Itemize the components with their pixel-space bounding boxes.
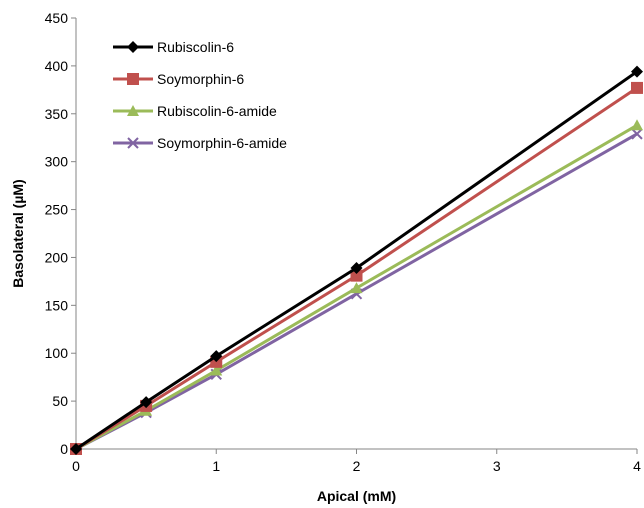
x-tick-label: 1 [212, 458, 220, 474]
legend-item: Rubiscolin-6-amide [113, 103, 277, 119]
data-point [210, 364, 223, 376]
y-tick-label: 250 [45, 202, 69, 218]
series-layer [70, 65, 643, 455]
data-point [631, 119, 643, 131]
marker-stroke [127, 137, 139, 149]
y-tick-label: 350 [45, 106, 69, 122]
legend-label: Rubiscolin-6 [157, 39, 234, 55]
x-tick-label: 4 [633, 458, 641, 474]
legend-marker [127, 73, 139, 85]
legend-label: Soymorphin-6 [157, 71, 244, 87]
series-rubiscolin-6-amide [70, 119, 643, 454]
data-point [350, 269, 363, 282]
data-point [350, 282, 363, 294]
legend-marker [127, 41, 139, 53]
legend-marker [127, 137, 139, 149]
x-tick-label: 0 [72, 458, 80, 474]
x-tick-label: 2 [353, 458, 361, 474]
y-tick-label: 300 [45, 154, 69, 170]
series-line [75, 70, 638, 451]
y-tick-label: 400 [45, 58, 69, 74]
y-axis-title: Basolateral (µM) [10, 179, 26, 287]
data-point [70, 443, 82, 455]
axes: 0 50 100 150 200 250 300 350 400 450 0 1 2 3 4 [45, 10, 641, 474]
x-tick-label: 3 [493, 458, 501, 474]
y-tick-label: 450 [45, 10, 69, 26]
series-rubiscolin-6 [70, 65, 643, 455]
marker-stroke [631, 128, 643, 140]
legend-item: Soymorphin-6 [113, 71, 244, 87]
data-point [350, 261, 363, 274]
legend-marker [127, 105, 139, 116]
y-tick-label: 50 [52, 393, 68, 409]
data-point [140, 396, 153, 409]
y-tick-label: 0 [60, 441, 68, 457]
y-tick-label: 200 [45, 249, 69, 265]
legend: Rubiscolin-6 Soymorphin-6 Rubiscolin-6-ami… [113, 39, 287, 151]
legend-item: Rubiscolin-6 [113, 39, 234, 55]
y-tick-label: 100 [45, 345, 69, 361]
data-point [631, 65, 643, 78]
data-point [210, 350, 223, 363]
legend-item: Soymorphin-6-amide [113, 135, 287, 151]
data-point [631, 81, 643, 94]
data-point [631, 128, 643, 140]
y-tick-label: 150 [45, 297, 69, 313]
legend-label: Soymorphin-6-amide [157, 135, 287, 151]
legend-label: Rubiscolin-6-amide [157, 103, 277, 119]
x-axis-title: Apical (mM) [317, 488, 396, 504]
